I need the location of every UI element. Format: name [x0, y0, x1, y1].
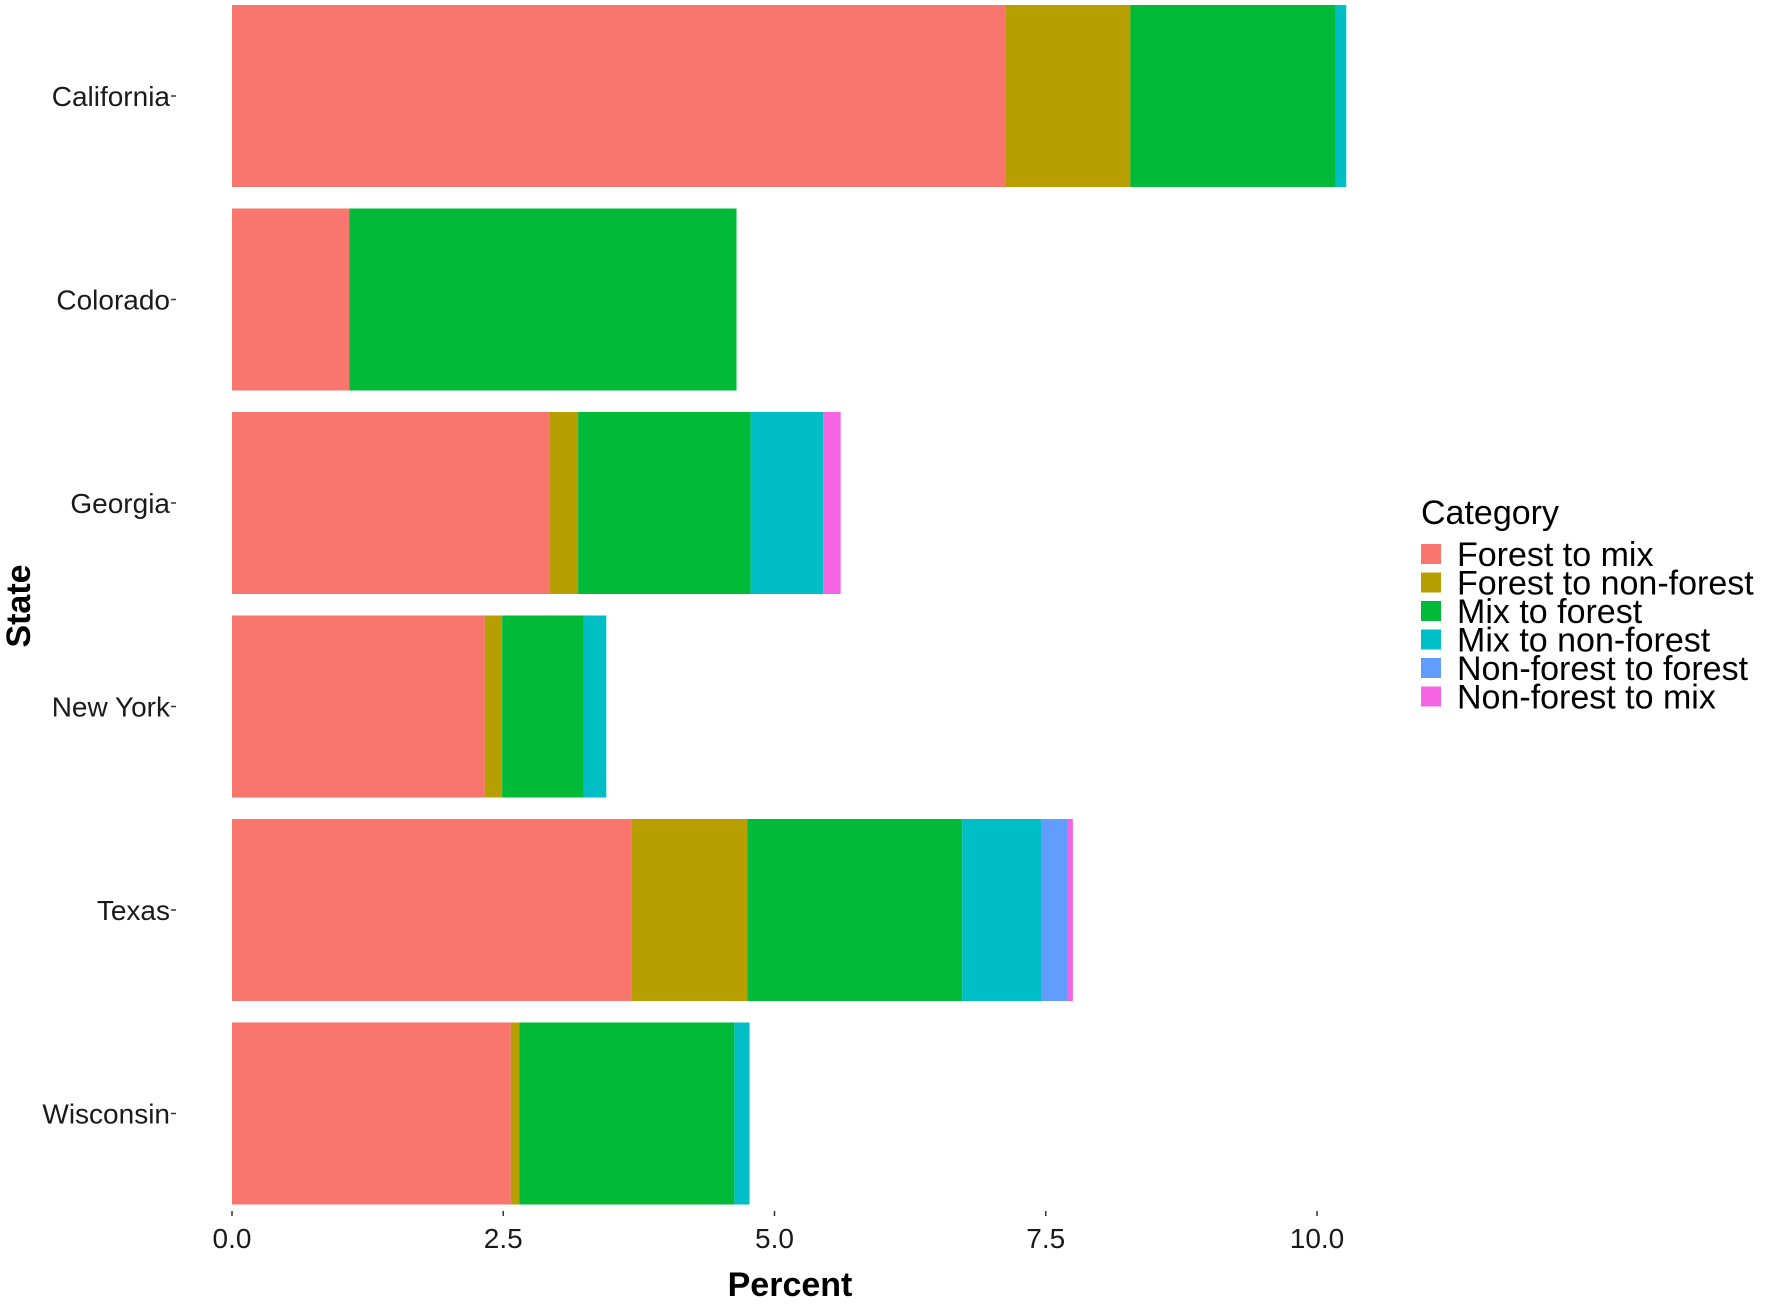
bar-segment-california-mix-to-non-forest [1335, 5, 1347, 187]
legend-key-mix-to-non-forest [1421, 629, 1441, 650]
bar-segment-new-york-forest-to-non-forest [484, 615, 503, 798]
bar-segment-colorado-mix-to-forest [349, 208, 737, 391]
legend-key-forest-to-mix [1421, 544, 1441, 564]
y-tick-label-wisconsin: Wisconsin [42, 1099, 170, 1130]
y-axis-title: State [0, 564, 38, 647]
legend-title: Category [1421, 494, 1559, 532]
x-tick-label: 7.5 [1026, 1223, 1065, 1254]
bar-segment-new-york-forest-to-mix [232, 615, 485, 798]
bar-segment-new-york-mix-to-non-forest [583, 615, 607, 798]
bar-segment-wisconsin-forest-to-mix [232, 1022, 511, 1205]
bar-segment-texas-mix-to-non-forest [962, 819, 1042, 1001]
bar-segment-georgia-mix-to-forest [578, 412, 751, 594]
bar-segment-wisconsin-mix-to-forest [519, 1022, 735, 1205]
legend-key-forest-to-non-forest [1421, 572, 1441, 593]
x-tick-label: 0.0 [213, 1223, 252, 1254]
legend-label-mix-to-forest: Mix to forest [1457, 593, 1643, 631]
bar-segment-texas-mix-to-forest [747, 819, 963, 1001]
y-tick-label-colorado: Colorado [56, 285, 170, 316]
legend-label-non-forest-to-mix: Non-forest to mix [1457, 679, 1716, 717]
bar-segment-georgia-forest-to-mix [232, 412, 550, 594]
bar-segment-new-york-mix-to-forest [502, 615, 584, 798]
x-tick-label: 2.5 [484, 1223, 523, 1254]
legend-label-forest-to-non-forest: Forest to non-forest [1457, 565, 1754, 603]
legend-key-non-forest-to-forest [1421, 658, 1441, 678]
bar-segment-georgia-mix-to-non-forest [750, 412, 824, 594]
legend-key-mix-to-forest [1421, 601, 1441, 621]
bar-segment-wisconsin-mix-to-non-forest [734, 1022, 750, 1205]
legend-key-non-forest-to-mix [1421, 686, 1441, 707]
legend-label-non-forest-to-forest: Non-forest to forest [1457, 650, 1749, 688]
x-axis: 0.0 2.5 5.0 7.5 10.0 [213, 1211, 1345, 1254]
bar-segment-california-forest-to-mix [232, 5, 1006, 187]
bar-segment-georgia-forest-to-non-forest [549, 412, 579, 594]
x-axis-title: Percent [728, 1266, 853, 1300]
bar-segment-california-mix-to-forest [1130, 5, 1336, 187]
bar-segment-wisconsin-forest-to-non-forest [510, 1022, 520, 1205]
y-axis: California Colorado Georgia New York Texas Wi… [42, 81, 176, 1130]
legend-label-forest-to-mix: Forest to mix [1457, 536, 1653, 574]
bar-segment-georgia-non-forest-to-mix [823, 412, 841, 594]
y-tick-label-new-york: New York [52, 692, 171, 723]
legend-label-mix-to-non-forest: Mix to non-forest [1457, 622, 1711, 660]
y-tick-label-georgia: Georgia [70, 488, 170, 519]
x-tick-label: 10.0 [1290, 1223, 1345, 1254]
y-tick-label-texas: Texas [97, 895, 170, 926]
bar-segment-texas-forest-to-non-forest [631, 819, 748, 1001]
bar-segment-texas-non-forest-to-mix [1067, 819, 1073, 1001]
y-tick-label-california: California [52, 81, 171, 112]
bar-segment-colorado-forest-to-mix [232, 208, 350, 391]
bar-segment-texas-non-forest-to-forest [1041, 819, 1068, 1001]
x-tick-label: 5.0 [755, 1223, 794, 1254]
bars-layer [232, 5, 1347, 1205]
bar-segment-texas-forest-to-mix [232, 819, 632, 1001]
bar-segment-california-forest-to-non-forest [1005, 5, 1131, 187]
